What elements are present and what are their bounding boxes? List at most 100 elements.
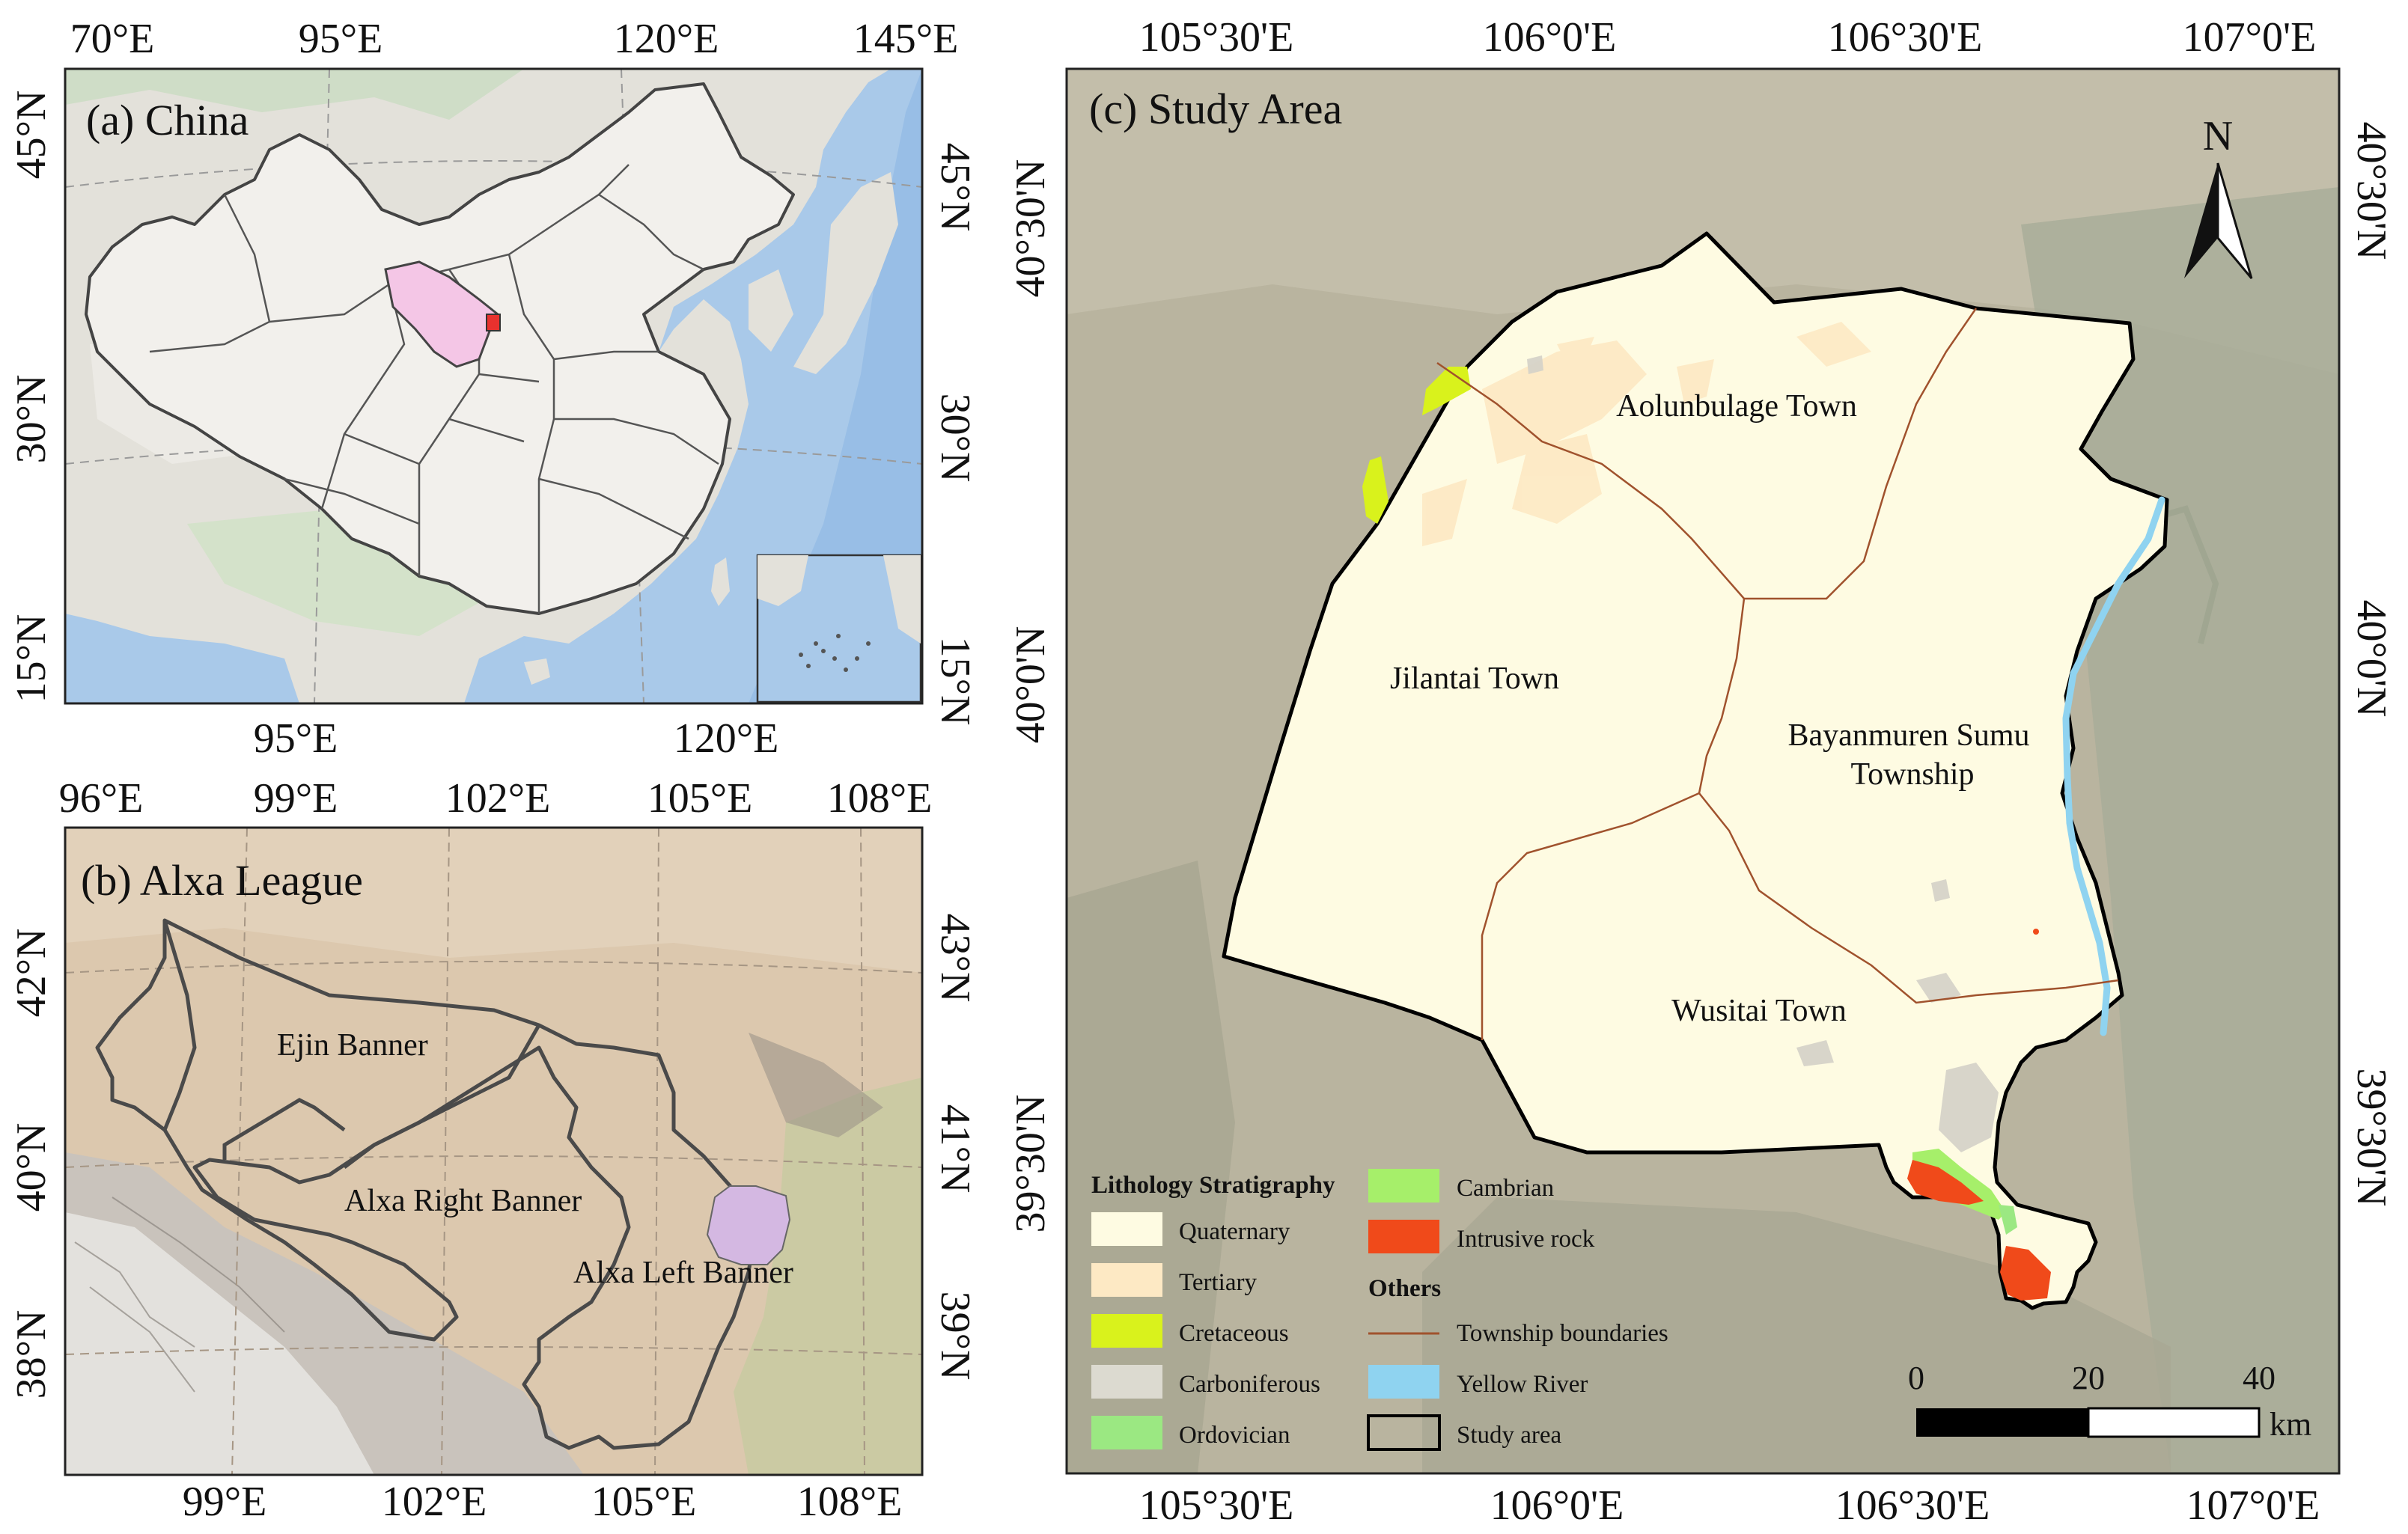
scale-unit: km [2270,1406,2311,1443]
panel-b-top-lon-4: 105°E [647,775,753,822]
panel-a-frame [64,67,924,705]
legend-label-ordovician: Ordovician [1179,1422,1290,1449]
legend-heading-others: Others [1368,1275,1441,1302]
legend-swatch-intrusive-rock [1368,1220,1439,1253]
panel-c-frame [1065,67,2341,1475]
alxa-outline [95,918,758,1450]
study-area-highlight-b [706,1185,791,1265]
legend-swatch-carboniferous [1091,1365,1162,1399]
panel-c-study-area: Aolunbulage Town Jilantai Town Bayanmure… [1008,14,2395,1529]
label-aolunbulage-town: Aolunbulage Town [1616,389,1857,424]
panel-b-map [65,828,922,1475]
legend-swatch-tertiary [1091,1263,1162,1297]
panel-b-bottom-lon-2: 102°E [382,1479,487,1525]
panel-a-top-lon-3: 120°E [614,16,719,62]
legend-label-study-area: Study area [1457,1422,1562,1449]
panel-b-right-lat-3: 39°N [932,1292,978,1381]
panel-b-left-lat-2: 40°N [8,1123,55,1212]
label-ejin-banner: Ejin Banner [277,1028,428,1063]
legend-label-quaternary: Quaternary [1179,1218,1290,1245]
panel-c-top-lon-2: 106°0'E [1483,14,1617,61]
label-jilantai-town: Jilantai Town [1390,661,1559,696]
label-alxa-left-banner: Alxa Left Banner [573,1256,793,1290]
panel-a-top-lon-1: 70°E [70,16,155,62]
legend-swatch-yellow-river [1368,1365,1439,1399]
legend-label-yellow-river: Yellow River [1457,1371,1588,1398]
panel-c-title: (c) Study Area [1089,85,1342,133]
legend-label-township-boundaries: Township boundaries [1457,1320,1668,1347]
panel-c-bottom-lon-4: 107°0'E [2186,1482,2320,1529]
north-arrow-label: N [2203,113,2233,159]
cretaceous-patch-2 [1362,456,1389,524]
legend-swatch-cambrian [1368,1169,1439,1203]
panel-c-left-lat-2: 40°0'N [1008,626,1054,744]
legend-swatch-quaternary [1091,1212,1162,1246]
panel-a-bottom-lon-2: 120°E [674,715,779,762]
panel-b-top-lon-5: 108°E [827,775,933,822]
panel-a-right-lat-1: 45°N [932,143,978,232]
intrusive-rock-2 [2000,1246,2051,1301]
panel-c-bottom-lon-2: 106°0'E [1490,1482,1624,1529]
panel-a-right-lat-3: 15°N [932,637,978,726]
panel-a-china: (a) China 70°E 95°E 120°E 145°E 95°E 120… [8,16,978,762]
panel-c-top-lon-1: 105°30'E [1139,14,1294,61]
panel-a-top-lon-4: 145°E [853,16,959,62]
ocean [464,69,922,703]
legend-swatch-ordovician [1091,1416,1162,1449]
panel-a-right-lat-2: 30°N [932,394,978,483]
legend-label-carboniferous: Carboniferous [1179,1371,1320,1398]
panel-b-frame [64,826,924,1476]
panel-a-title: (a) China [86,96,249,144]
legend-swatch-study-area [1367,1414,1441,1451]
panel-b-left-lat-1: 42°N [8,929,55,1018]
panel-b-left-lat-3: 38°N [8,1310,55,1399]
panel-c-bottom-lon-1: 105°30'E [1139,1482,1294,1529]
panel-b-alxa: (b) Alxa League Ejin Banner Alxa Right B… [8,775,978,1525]
panel-b-top-lon-1: 96°E [59,775,144,822]
panel-b-bottom-lon-3: 105°E [591,1479,697,1525]
legend-heading-lithology: Lithology Stratigraphy [1091,1172,1335,1199]
label-bayanmuren-1: Bayanmuren Sumu [1787,718,2029,753]
legend-label-tertiary: Tertiary [1179,1269,1257,1296]
legend-swatch-cretaceous [1091,1314,1162,1348]
panel-b-bottom-lon-4: 108°E [797,1479,903,1525]
panel-c-map: Aolunbulage Town Jilantai Town Bayanmure… [1067,69,2339,1473]
label-wusitai-town: Wusitai Town [1671,994,1847,1028]
legend-label-intrusive-rock: Intrusive rock [1457,1226,1595,1253]
panel-a-bottom-lon-1: 95°E [254,715,338,762]
scale-tick-0: 0 [1908,1360,1924,1396]
panel-c-top-lon-3: 106°30'E [1828,14,1983,61]
legend-label-cambrian: Cambrian [1457,1175,1554,1202]
panel-c-right-lat-2: 40°0'N [2348,600,2395,718]
alxa-league-highlight [384,260,499,368]
panel-c-top-lon-4: 107°0'E [2183,14,2317,61]
legend: Lithology Stratigraphy Others Quaternary… [1091,1169,1668,1451]
panel-b-bottom-lon-1: 99°E [183,1479,267,1525]
panel-c-right-lat-3: 39°30'N [2348,1069,2395,1207]
scale-tick-20: 20 [2072,1360,2105,1396]
panel-c-right-lat-1: 40°30'N [2348,122,2395,260]
panel-a-top-lon-2: 95°E [299,16,383,62]
panel-c-left-lat-1: 40°30'N [1008,159,1054,298]
north-arrow: N [2184,113,2253,279]
study-area-highlight [486,314,501,331]
panel-a-left-lat-3: 15°N [8,614,55,703]
panel-a-left-lat-1: 45°N [8,91,55,180]
label-bayanmuren-2: Township [1850,757,1974,792]
south-china-sea-inset [756,554,922,703]
panel-a-left-lat-2: 30°N [8,375,55,464]
township-boundaries [1436,308,2119,1040]
scale-tick-40: 40 [2243,1360,2276,1396]
panel-b-title: (b) Alxa League [81,856,363,905]
intrusive-rock-1 [1907,1160,1984,1205]
scale-bar: 0 20 40 km [1908,1360,2311,1443]
panel-b-top-lon-2: 99°E [254,775,338,822]
panel-b-right-lat-2: 41°N [932,1104,978,1194]
label-alxa-right-banner: Alxa Right Banner [344,1184,582,1218]
panel-a-map [65,69,922,703]
panel-c-bottom-lon-3: 106°30'E [1835,1482,1990,1529]
yellow-river [2062,496,2165,1036]
panel-b-right-lat-1: 43°N [932,914,978,1003]
legend-label-cretaceous: Cretaceous [1179,1320,1289,1347]
